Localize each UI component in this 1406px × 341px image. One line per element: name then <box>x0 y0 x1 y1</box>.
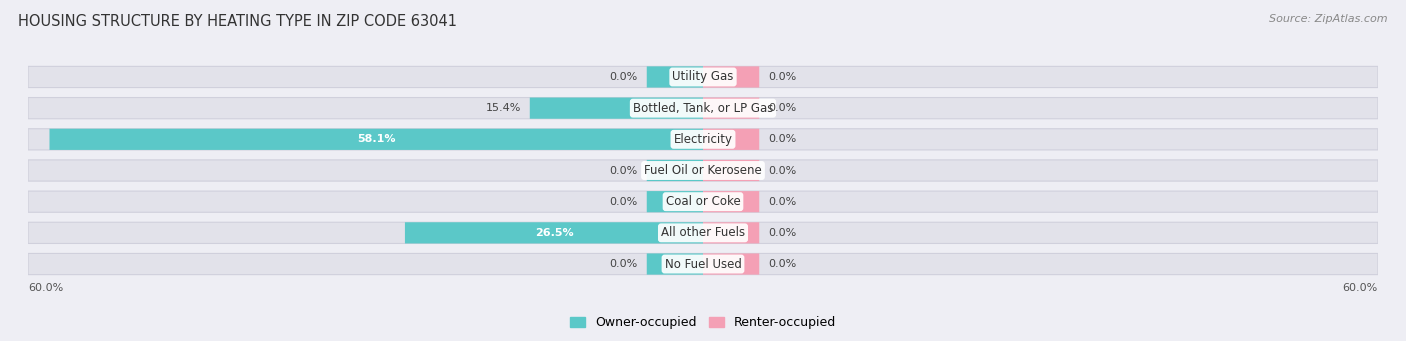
Text: 0.0%: 0.0% <box>768 165 796 176</box>
FancyBboxPatch shape <box>28 222 1378 243</box>
Text: All other Fuels: All other Fuels <box>661 226 745 239</box>
FancyBboxPatch shape <box>703 191 759 212</box>
Text: 58.1%: 58.1% <box>357 134 395 144</box>
Text: 60.0%: 60.0% <box>28 283 63 293</box>
FancyBboxPatch shape <box>28 66 1378 88</box>
Text: 0.0%: 0.0% <box>768 259 796 269</box>
FancyBboxPatch shape <box>28 253 1378 275</box>
Text: 0.0%: 0.0% <box>768 72 796 82</box>
Text: HOUSING STRUCTURE BY HEATING TYPE IN ZIP CODE 63041: HOUSING STRUCTURE BY HEATING TYPE IN ZIP… <box>18 14 457 29</box>
Text: Source: ZipAtlas.com: Source: ZipAtlas.com <box>1270 14 1388 24</box>
FancyBboxPatch shape <box>647 160 703 181</box>
FancyBboxPatch shape <box>647 253 703 275</box>
FancyBboxPatch shape <box>28 98 1378 119</box>
Text: Electricity: Electricity <box>673 133 733 146</box>
Text: 0.0%: 0.0% <box>610 72 638 82</box>
Text: Coal or Coke: Coal or Coke <box>665 195 741 208</box>
Text: 0.0%: 0.0% <box>768 197 796 207</box>
Text: Fuel Oil or Kerosene: Fuel Oil or Kerosene <box>644 164 762 177</box>
FancyBboxPatch shape <box>28 191 1378 212</box>
FancyBboxPatch shape <box>28 129 1378 150</box>
Text: 0.0%: 0.0% <box>610 259 638 269</box>
FancyBboxPatch shape <box>703 129 759 150</box>
FancyBboxPatch shape <box>703 160 759 181</box>
Text: 0.0%: 0.0% <box>768 103 796 113</box>
FancyBboxPatch shape <box>703 253 759 275</box>
Legend: Owner-occupied, Renter-occupied: Owner-occupied, Renter-occupied <box>565 311 841 335</box>
Text: Bottled, Tank, or LP Gas: Bottled, Tank, or LP Gas <box>633 102 773 115</box>
Text: Utility Gas: Utility Gas <box>672 71 734 84</box>
FancyBboxPatch shape <box>703 222 759 243</box>
FancyBboxPatch shape <box>703 98 759 119</box>
Text: 26.5%: 26.5% <box>534 228 574 238</box>
FancyBboxPatch shape <box>28 160 1378 181</box>
FancyBboxPatch shape <box>647 191 703 212</box>
Text: No Fuel Used: No Fuel Used <box>665 257 741 270</box>
Text: 0.0%: 0.0% <box>610 197 638 207</box>
FancyBboxPatch shape <box>405 222 703 243</box>
Text: 0.0%: 0.0% <box>768 228 796 238</box>
FancyBboxPatch shape <box>703 66 759 88</box>
Text: 15.4%: 15.4% <box>485 103 520 113</box>
FancyBboxPatch shape <box>647 66 703 88</box>
Text: 0.0%: 0.0% <box>610 165 638 176</box>
FancyBboxPatch shape <box>530 98 703 119</box>
Text: 60.0%: 60.0% <box>1343 283 1378 293</box>
FancyBboxPatch shape <box>49 129 703 150</box>
Text: 0.0%: 0.0% <box>768 134 796 144</box>
